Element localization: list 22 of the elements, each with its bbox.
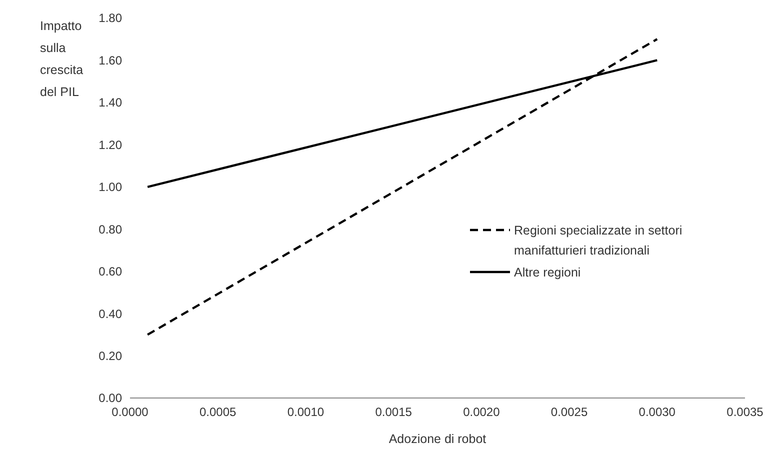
y-tick-label: 0.20 bbox=[98, 348, 122, 363]
x-axis-title: Adozione di robot bbox=[388, 432, 487, 446]
y-tick-label: 1.20 bbox=[98, 138, 122, 152]
legend-label: Regioni specializzate in settori manifatturieri tradizionali bbox=[514, 223, 682, 258]
x-tick-label: 0.0015 bbox=[375, 405, 412, 419]
x-tick-label: 0.0010 bbox=[287, 405, 324, 419]
legend-label: Altre regioni bbox=[514, 265, 581, 280]
x-tick-label: 0.0020 bbox=[463, 405, 500, 419]
y-tick-label: 0.80 bbox=[98, 222, 122, 236]
y-tick-label: 1.00 bbox=[98, 180, 122, 194]
x-tick-label: 0.0030 bbox=[638, 405, 676, 419]
x-tick-label: 0.0025 bbox=[550, 405, 588, 419]
y-tick-label: 1.60 bbox=[98, 53, 122, 68]
y-tick-label: 1.80 bbox=[98, 11, 122, 26]
y-tick-label: 1.40 bbox=[98, 96, 122, 110]
x-tick-label: 0.0035 bbox=[726, 405, 764, 419]
y-tick-label: 0.00 bbox=[98, 391, 122, 406]
x-tick-label: 0.0005 bbox=[200, 405, 237, 419]
x-tick-label: 0.0000 bbox=[112, 405, 149, 419]
y-tick-label: 0.60 bbox=[98, 264, 122, 279]
y-axis-title: Impatto sulla crescita del PIL bbox=[40, 19, 84, 99]
y-tick-label: 0.40 bbox=[98, 306, 122, 321]
